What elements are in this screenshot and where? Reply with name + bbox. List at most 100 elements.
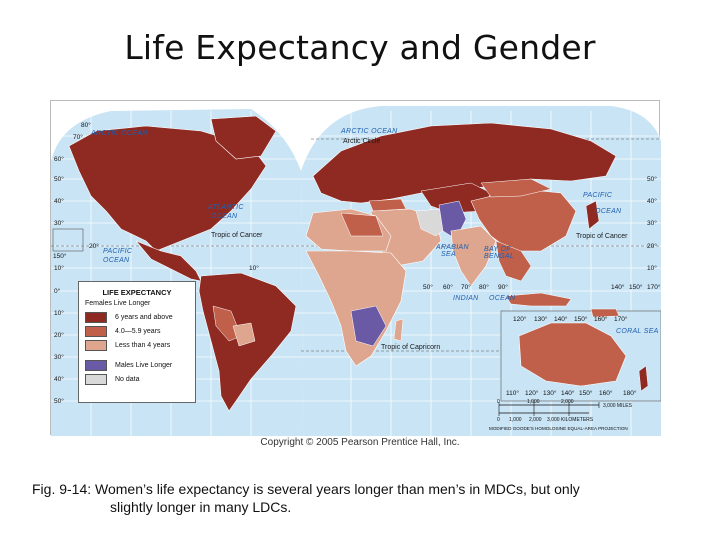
svg-text:170°: 170°	[614, 315, 628, 323]
new-zealand	[638, 365, 649, 392]
india	[450, 225, 497, 287]
svg-text:80°: 80°	[479, 283, 489, 291]
legend-item-high: 6 years and above	[85, 310, 189, 324]
svg-text:50°: 50°	[54, 175, 64, 183]
label-tropic-capricorn: Tropic of Capricorn	[381, 344, 440, 351]
scale-km: 3,000 KILOMETERS	[547, 417, 594, 423]
svg-text:140°: 140°	[611, 283, 625, 291]
svg-text:140°: 140°	[561, 389, 575, 397]
legend-subtitle: Females Live Longer	[85, 300, 151, 307]
scale-tick-top-0: 0	[497, 399, 500, 405]
label-indian-1: INDIAN	[453, 295, 479, 302]
label-bengal-2: BENGAL	[484, 253, 514, 260]
latitude-labels-right: 50° 40° 30° 20° 10°	[647, 175, 657, 272]
label-arabian-1: ARABIAN	[435, 244, 469, 251]
southern-africa-males	[350, 305, 387, 347]
map-legend: LIFE EXPECTANCY Females Live Longer 6 ye…	[78, 281, 196, 403]
svg-text:180°: 180°	[623, 389, 637, 397]
svg-text:40°: 40°	[54, 375, 64, 383]
madagascar	[393, 318, 404, 342]
svg-text:20°: 20°	[647, 242, 657, 250]
projection-note: MODIFIED GOODE'S HOMOLOSINE EQUAL-AREA P…	[489, 426, 628, 431]
svg-text:160°: 160°	[594, 315, 608, 323]
svg-text:130°: 130°	[534, 315, 548, 323]
legend-label-high: 6 years and above	[115, 313, 173, 321]
sub-saharan-africa	[305, 250, 407, 367]
scale-tick-bottom-1: 1,000	[509, 417, 522, 423]
svg-text:50°: 50°	[423, 283, 433, 291]
legend-swatch-mid	[85, 325, 107, 337]
japan	[585, 200, 600, 230]
legend-swatch-high	[85, 311, 107, 323]
legend-title: LIFE EXPECTANCY	[102, 288, 172, 297]
scale-graphic: 0 1,000 2,000 3,000 MILES 0 1,000 2,000 …	[489, 399, 633, 431]
svg-text:80°: 80°	[81, 121, 91, 129]
scale-bar: 0 1,000 2,000 3,000 MILES 0 1,000 2,000 …	[489, 397, 659, 433]
svg-text:130°: 130°	[543, 389, 557, 397]
svg-text:40°: 40°	[647, 197, 657, 205]
label-arctic-left: ARCTIC OCEAN	[90, 130, 148, 137]
europe-russia	[312, 122, 617, 204]
svg-text:60°: 60°	[54, 155, 64, 163]
svg-text:70°: 70°	[73, 133, 83, 141]
svg-text:0°: 0°	[54, 287, 61, 295]
indonesia	[505, 292, 572, 307]
svg-text:70°: 70°	[461, 283, 471, 291]
label-atlantic-1: ATLANTIC	[207, 204, 244, 211]
svg-text:30°: 30°	[54, 353, 64, 361]
svg-text:10°: 10°	[54, 264, 64, 272]
andes-mid	[212, 305, 242, 342]
svg-text:140°: 140°	[554, 315, 568, 323]
label-arctic-right: ARCTIC OCEAN	[340, 128, 398, 135]
svg-text:150°: 150°	[53, 252, 67, 260]
label-atlantic-2: OCEAN	[211, 213, 238, 220]
southeast-asia	[495, 240, 532, 282]
longitude-labels: 150° 10° 50° 60° 70° 80° 90° 140° 150° 1…	[53, 252, 661, 291]
label-arabian-2: SEA	[441, 251, 456, 258]
north-america	[68, 125, 267, 252]
svg-text:150°: 150°	[574, 315, 588, 323]
label-pacific-left-1: PACIFIC	[103, 248, 133, 255]
papua	[590, 308, 620, 318]
label-arctic-circle: Arctic Circle	[343, 138, 380, 145]
inset-longitude-labels: 120° 130° 140° 150° 160° 170° 110° 120° …	[506, 315, 637, 397]
label-bengal-1: BAY OF	[484, 246, 511, 253]
label-pacific-left-2: OCEAN	[103, 257, 130, 264]
svg-text:170°: 170°	[647, 283, 661, 291]
scale-tick-top-1: 1,000	[527, 399, 540, 405]
caption-line-2: slightly longer in many LDCs.	[110, 499, 292, 515]
label-indian-2: OCEAN	[489, 295, 516, 302]
legend-item-males: Males Live Longer	[85, 358, 189, 372]
scale-tick-bottom-0: 0	[497, 417, 500, 423]
svg-text:20°: 20°	[89, 242, 99, 250]
svg-text:10°: 10°	[54, 309, 64, 317]
legend-item-nodata: No data	[85, 372, 189, 386]
label-coral-sea: CORAL SEA	[616, 328, 659, 335]
legend-item-mid: 4.0—5.9 years	[85, 324, 189, 338]
turkey	[368, 198, 407, 212]
scale-tick-bottom-2: 2,000	[529, 417, 542, 423]
scale-miles: 3,000 MILES	[603, 403, 633, 409]
svg-text:90°: 90°	[498, 283, 508, 291]
legend-item-low: Less than 4 years	[85, 338, 189, 352]
australia	[518, 322, 627, 387]
greenland	[210, 115, 277, 160]
hawaii-inset-frame	[52, 228, 84, 252]
legend-label-low: Less than 4 years	[115, 341, 171, 349]
latitude-labels: 80° 70° 60° 50° 40° 30° 20° 10° 0° 10° 2…	[54, 121, 99, 405]
svg-text:10°: 10°	[249, 264, 259, 272]
svg-text:60°: 60°	[443, 283, 453, 291]
svg-text:110°: 110°	[506, 389, 519, 397]
label-pacific-right-1: PACIFIC	[583, 192, 613, 199]
svg-text:150°: 150°	[629, 283, 643, 291]
svg-text:40°: 40°	[54, 197, 64, 205]
mongolia	[480, 178, 552, 198]
egypt-libya	[340, 212, 384, 237]
svg-text:150°: 150°	[579, 389, 593, 397]
legend-label-mid: 4.0—5.9 years	[115, 327, 161, 335]
svg-text:10°: 10°	[647, 264, 657, 272]
caption-line-1: Fig. 9-14: Women’s life expectancy is se…	[32, 481, 580, 497]
svg-text:30°: 30°	[647, 219, 657, 227]
legend-swatch-nodata	[85, 373, 107, 385]
copyright-notice: Copyright © 2005 Pearson Prentice Hall, …	[260, 437, 460, 448]
